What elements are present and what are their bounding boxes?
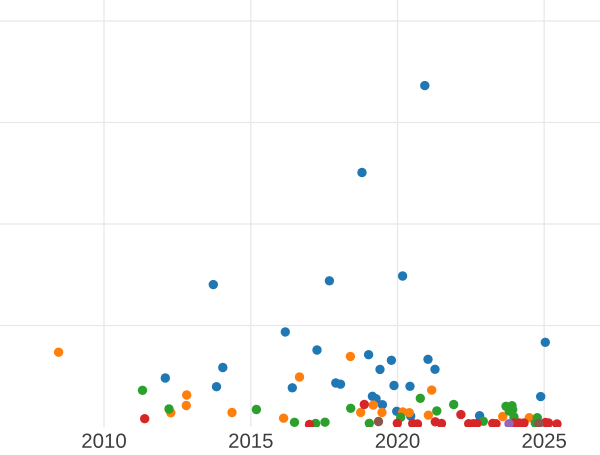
svg-text:2015: 2015 (228, 431, 273, 450)
svg-text:2025: 2025 (522, 431, 567, 450)
svg-text:2010: 2010 (81, 431, 126, 450)
svg-text:2020: 2020 (375, 431, 420, 450)
